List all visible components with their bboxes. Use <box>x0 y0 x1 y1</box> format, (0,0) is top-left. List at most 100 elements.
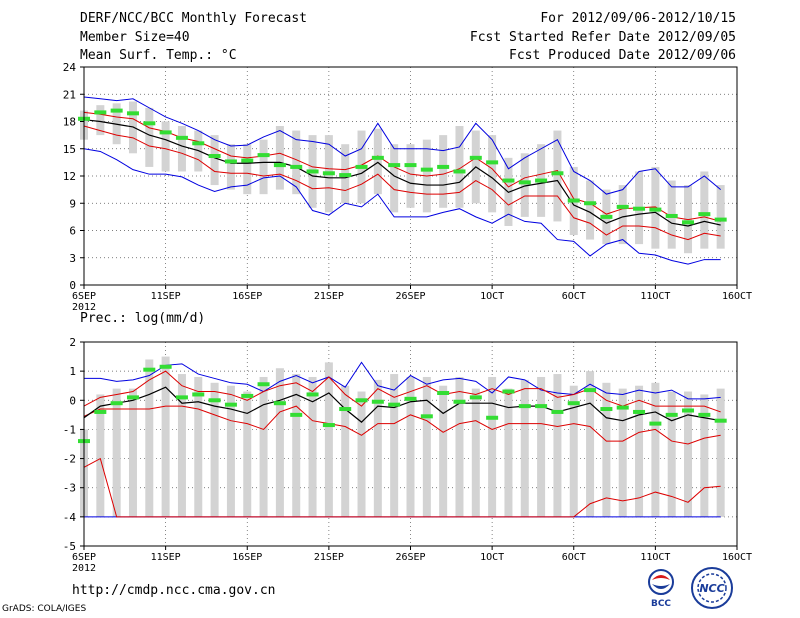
clim-marker <box>371 155 384 160</box>
range-bar <box>128 388 137 517</box>
y-tick-label: 3 <box>69 252 76 265</box>
clim-marker <box>714 217 727 222</box>
clim-marker <box>371 399 384 404</box>
clim-marker <box>159 364 172 369</box>
clim-marker <box>584 388 597 393</box>
series-median-line <box>83 119 721 227</box>
source-url[interactable]: http://cmdp.ncc.cma.gov.cn <box>72 583 276 598</box>
x-tick-label: 6OCT <box>562 552 586 563</box>
range-bar <box>226 144 235 190</box>
series-p10-line <box>83 125 721 241</box>
clim-marker <box>469 395 482 400</box>
range-bar <box>471 388 480 517</box>
clim-marker <box>616 204 629 209</box>
range-bar <box>667 391 676 517</box>
clim-marker <box>339 407 352 412</box>
clim-marker <box>257 153 270 158</box>
x-tick-label: 6SEP <box>72 291 96 302</box>
clim-marker <box>567 401 580 406</box>
range-bar <box>177 126 186 172</box>
range-bar <box>716 388 725 517</box>
range-bar <box>569 385 578 517</box>
clim-marker <box>241 393 254 398</box>
x-tick-label: 26SEP <box>395 291 425 302</box>
range-bar <box>341 385 350 517</box>
x-tick-label: 1OCT <box>480 291 504 302</box>
range-bar <box>390 144 399 213</box>
y-tick-label: 24 <box>63 61 77 74</box>
x-tick-label: 11SEP <box>151 552 181 563</box>
range-bar <box>684 391 693 517</box>
clim-marker <box>600 214 613 219</box>
clim-marker <box>94 409 107 414</box>
clim-marker <box>535 404 548 409</box>
clim-marker <box>518 404 531 409</box>
clim-marker <box>322 171 335 176</box>
series-min-line <box>83 148 721 265</box>
clim-marker <box>486 415 499 420</box>
clim-marker <box>633 206 646 211</box>
y-tick-label: -4 <box>63 511 77 524</box>
clim-marker <box>339 173 352 178</box>
clim-marker <box>486 160 499 165</box>
member-size: Member Size=40 <box>80 30 190 45</box>
ncc-logo-text: NCC <box>699 582 724 595</box>
ncc-logo-icon: NCC <box>691 567 733 609</box>
range-bar <box>553 374 562 517</box>
y-tick-label: 1 <box>69 365 76 378</box>
bcc-logo-icon: BCC <box>648 569 674 608</box>
range-bar <box>520 153 529 217</box>
y-tick-label: 0 <box>69 279 76 292</box>
bcc-logo-text: BCC <box>651 599 671 608</box>
clim-marker <box>469 155 482 160</box>
range-bar <box>194 376 203 517</box>
x-tick-year: 2012 <box>72 302 96 313</box>
y-tick-label: -5 <box>63 540 76 553</box>
y-tick-label: -1 <box>63 423 76 436</box>
range-bar <box>96 394 105 517</box>
x-tick-label: 11OCT <box>640 291 670 302</box>
clim-marker <box>453 169 466 174</box>
range-bar <box>618 388 627 517</box>
clim-marker <box>126 395 139 400</box>
y-tick-label: -3 <box>63 482 76 495</box>
clim-marker <box>665 412 678 417</box>
clim-marker <box>420 167 433 172</box>
x-tick-year: 2012 <box>72 563 96 574</box>
clim-marker <box>551 409 564 414</box>
refer-date: Fcst Started Refer Date 2012/09/05 <box>469 30 736 45</box>
range-bar <box>700 171 709 249</box>
clim-marker <box>110 401 123 406</box>
series-p90-line <box>83 370 721 413</box>
range-bar <box>308 376 317 517</box>
clim-marker <box>143 121 156 126</box>
x-tick-label: 6OCT <box>562 291 586 302</box>
range-bar <box>210 135 219 186</box>
range-bar <box>635 385 644 517</box>
clim-marker <box>649 207 662 212</box>
clim-marker <box>502 389 515 394</box>
clim-marker <box>110 108 123 113</box>
range-bar <box>145 107 154 167</box>
clim-marker <box>404 396 417 401</box>
range-bar <box>324 362 333 517</box>
clim-marker <box>502 178 515 183</box>
clim-marker <box>649 421 662 426</box>
x-tick-label: 21SEP <box>314 291 344 302</box>
x-tick-label: 16OCT <box>722 552 752 563</box>
series-max-line <box>83 96 721 195</box>
range-bar <box>275 126 284 190</box>
series-max-line <box>84 361 721 400</box>
range-bar <box>275 368 284 517</box>
range-bar <box>161 121 170 172</box>
clim-marker <box>698 412 711 417</box>
x-tick-label: 11SEP <box>151 291 181 302</box>
chart-title: DERF/NCC/BCC Monthly Forecast <box>80 11 307 26</box>
range-bar <box>455 126 464 208</box>
range-bar <box>161 356 170 517</box>
clim-marker <box>355 164 368 169</box>
series-median-line <box>83 386 721 423</box>
clim-marker <box>175 395 188 400</box>
